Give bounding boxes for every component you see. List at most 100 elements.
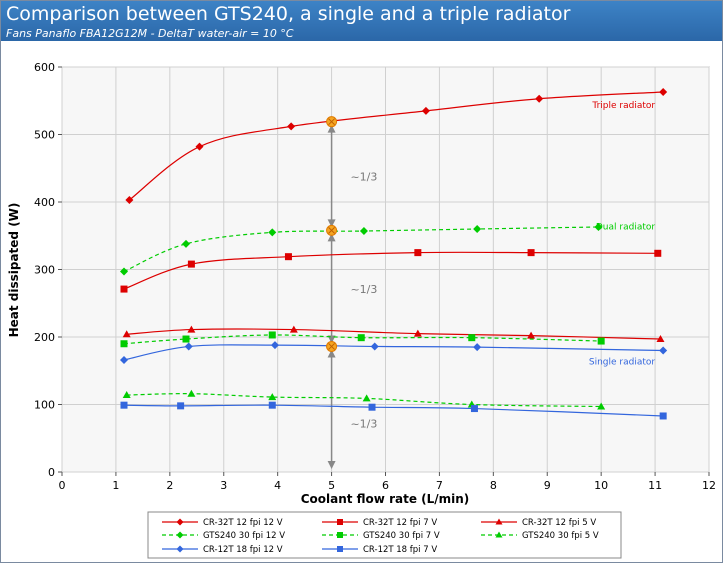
data-point bbox=[268, 228, 277, 237]
legend-label: CR-32T 12 fpi 7 V bbox=[363, 518, 437, 528]
chart-title: Comparison between GTS240, a single and … bbox=[6, 3, 571, 25]
legend-box bbox=[147, 511, 622, 559]
data-point bbox=[470, 405, 478, 413]
data-point bbox=[268, 393, 277, 401]
x-tick-label: 10 bbox=[594, 479, 608, 492]
legend-label: CR-32T 12 fpi 5 V bbox=[522, 518, 596, 528]
x-tick-label: 8 bbox=[490, 479, 497, 492]
legend-item: CR-32T 12 fpi 12 V bbox=[162, 518, 283, 528]
data-point bbox=[182, 335, 190, 343]
annotations: Triple radiator Dual radiator Single radia… bbox=[350, 101, 655, 430]
legend-swatch-marker bbox=[176, 531, 184, 539]
annotation-label: ~1/3 bbox=[350, 170, 377, 183]
data-point bbox=[421, 106, 430, 115]
data-point bbox=[182, 239, 191, 248]
data-point bbox=[527, 249, 535, 257]
x-tick-label: 1 bbox=[112, 479, 119, 492]
thirds-arrow-head bbox=[327, 349, 336, 358]
series-5 bbox=[122, 389, 606, 410]
data-point bbox=[177, 402, 185, 410]
annotation-label: ~1/3 bbox=[350, 417, 377, 430]
legend-item: CR-12T 18 fpi 12 V bbox=[162, 545, 283, 555]
data-point bbox=[270, 341, 279, 350]
data-point bbox=[468, 334, 476, 342]
data-point bbox=[414, 249, 422, 257]
legend-swatch-marker bbox=[176, 518, 184, 526]
data-point bbox=[594, 222, 603, 231]
data-point bbox=[362, 394, 371, 402]
x-axis-label: Coolant flow rate (L/min) bbox=[301, 492, 470, 506]
legend-label: GTS240 30 fpi 7 V bbox=[363, 531, 440, 541]
legend-item: CR-32T 12 fpi 5 V bbox=[481, 518, 596, 528]
legend-item: GTS240 30 fpi 12 V bbox=[162, 531, 285, 541]
chart-subtitle: Fans Panaflo FBA12G12M - DeltaT water-ai… bbox=[6, 27, 294, 40]
series-0 bbox=[125, 87, 668, 204]
y-tick-label: 400 bbox=[34, 196, 55, 209]
data-point bbox=[268, 331, 276, 339]
data-point bbox=[597, 337, 605, 345]
data-point bbox=[656, 335, 665, 343]
data-point bbox=[268, 401, 276, 409]
data-point bbox=[187, 260, 195, 268]
y-tick-label: 600 bbox=[34, 61, 55, 74]
data-point bbox=[413, 329, 422, 337]
x-tick-label: 4 bbox=[274, 479, 281, 492]
thirds-arrow-head bbox=[327, 124, 336, 133]
data-point bbox=[120, 340, 128, 348]
x-tick-label: 6 bbox=[382, 479, 389, 492]
legend-swatch-marker bbox=[176, 545, 184, 553]
data-point bbox=[184, 342, 193, 351]
data-point bbox=[125, 195, 134, 204]
data-point bbox=[120, 401, 128, 409]
thirds-arrow-head bbox=[327, 219, 336, 228]
series-2 bbox=[122, 325, 665, 343]
thirds-arrow-head bbox=[327, 461, 336, 469]
legend-item: GTS240 30 fpi 7 V bbox=[322, 531, 440, 541]
legend-label: CR-12T 18 fpi 7 V bbox=[363, 545, 437, 555]
data-point bbox=[473, 343, 482, 352]
data-point bbox=[120, 355, 129, 364]
x-tick-label: 2 bbox=[166, 479, 173, 492]
legend-swatch-marker bbox=[495, 531, 503, 538]
data-point bbox=[284, 253, 292, 261]
data-point bbox=[287, 122, 296, 131]
data-point bbox=[527, 331, 536, 339]
y-tick-label: 100 bbox=[34, 399, 55, 412]
y-axis-label: Heat dissipated (W) bbox=[7, 203, 21, 338]
series-7 bbox=[120, 401, 667, 420]
data-point bbox=[535, 94, 544, 103]
data-point bbox=[122, 330, 131, 338]
series-line bbox=[123, 334, 602, 345]
thirds-arrow-head bbox=[327, 233, 336, 242]
chart-header: Comparison between GTS240, a single and … bbox=[1, 1, 722, 41]
annotation-label: Dual radiator bbox=[596, 223, 655, 233]
highlight-point-cross bbox=[328, 343, 335, 350]
legend: CR-32T 12 fpi 12 V CR-32T 12 fpi 7 V CR-32… bbox=[162, 518, 599, 555]
data-point bbox=[473, 225, 482, 233]
legend-swatch-marker bbox=[337, 532, 343, 538]
legend-label: GTS240 30 fpi 12 V bbox=[203, 531, 285, 541]
data-point bbox=[195, 142, 204, 151]
legend-item: GTS240 30 fpi 5 V bbox=[481, 531, 599, 541]
x-tick-label: 12 bbox=[702, 479, 716, 492]
highlight-point-cross bbox=[328, 118, 335, 126]
series-1 bbox=[120, 249, 662, 293]
data-point bbox=[359, 227, 368, 236]
series-4 bbox=[120, 331, 605, 348]
data-point bbox=[370, 342, 379, 351]
data-point bbox=[187, 325, 196, 333]
x-tick-label: 11 bbox=[648, 479, 662, 492]
series-6 bbox=[120, 341, 668, 364]
legend-label: GTS240 30 fpi 5 V bbox=[522, 531, 599, 541]
legend-label: CR-32T 12 fpi 12 V bbox=[203, 518, 283, 528]
x-tick-label: 0 bbox=[59, 479, 66, 492]
y-tick-label: 500 bbox=[34, 129, 55, 142]
data-point bbox=[659, 412, 667, 420]
x-tick-label: 9 bbox=[544, 479, 551, 492]
legend-item: CR-12T 18 fpi 7 V bbox=[322, 545, 437, 555]
legend-swatch-marker bbox=[337, 519, 343, 525]
data-point bbox=[120, 285, 128, 293]
annotation-label: Triple radiator bbox=[591, 101, 655, 111]
data-point bbox=[659, 346, 668, 355]
